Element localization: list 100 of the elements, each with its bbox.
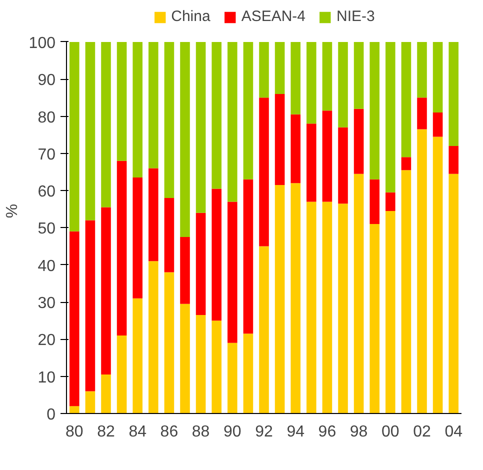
y-tick-label: 100 [28, 34, 56, 52]
x-tick-label: 92 [255, 424, 273, 440]
bar [322, 110, 332, 202]
x-tick-label: 80 [66, 424, 84, 440]
bar [432, 112, 443, 137]
legend-label: ASEAN-4 [241, 8, 306, 25]
x-tick-label: 96 [318, 424, 336, 440]
bar [243, 179, 254, 334]
bar [164, 42, 174, 198]
bar [417, 98, 427, 130]
bar [322, 202, 332, 414]
bar [354, 42, 364, 109]
bar [70, 406, 80, 414]
x-tick-label: 94 [286, 424, 305, 440]
bar [386, 42, 396, 192]
bar [243, 334, 254, 414]
x-tick-label: 02 [413, 424, 431, 440]
bar [338, 42, 348, 128]
bar [85, 220, 96, 392]
bar [448, 174, 458, 414]
bar [432, 136, 443, 414]
bar [196, 212, 206, 316]
bar [274, 184, 285, 414]
bar [401, 170, 412, 414]
bar [322, 42, 332, 111]
bar [116, 335, 127, 414]
y-tick-label: 40 [38, 258, 56, 275]
bar [338, 204, 348, 414]
bar [259, 246, 269, 414]
bar [196, 315, 206, 414]
y-tick-label: 20 [38, 332, 56, 350]
bar [228, 342, 238, 414]
bar [306, 202, 316, 414]
y-tick-label: 30 [38, 295, 56, 312]
y-tick-label: 70 [38, 146, 56, 164]
bar [164, 272, 174, 414]
bar [116, 42, 127, 161]
bar [259, 98, 269, 246]
bar [116, 160, 127, 336]
bar [354, 108, 364, 174]
bar [132, 42, 142, 178]
y-tick-label: 90 [38, 72, 56, 90]
bar [148, 168, 158, 262]
bar [274, 42, 285, 94]
y-tick-label: 0 [46, 406, 56, 424]
bar [274, 94, 285, 185]
bar [432, 42, 443, 113]
bar [370, 42, 380, 180]
bar [180, 42, 190, 238]
bar [164, 198, 174, 272]
bar [370, 224, 380, 414]
bar [212, 188, 222, 321]
y-tick-label: 80 [38, 109, 56, 126]
bar [448, 42, 458, 146]
bar [448, 146, 458, 174]
x-tick-label: 82 [97, 424, 115, 440]
bar [101, 42, 111, 208]
bar [132, 178, 142, 298]
bar [180, 304, 190, 414]
x-tick-label: 98 [350, 424, 368, 440]
x-tick-label: 90 [224, 424, 242, 440]
bar [417, 129, 427, 414]
bar [212, 42, 222, 189]
bar [228, 202, 238, 343]
bar [290, 114, 300, 184]
bar [243, 42, 254, 180]
bar [306, 42, 316, 124]
bar [401, 42, 412, 158]
bar [290, 42, 300, 114]
legend-label: NIE-3 [336, 8, 375, 25]
y-tick-label: 60 [38, 184, 56, 201]
bar [401, 157, 412, 170]
x-tick-label: 86 [160, 424, 178, 440]
bar [386, 211, 396, 414]
bar [70, 42, 80, 232]
x-tick-label: 88 [192, 424, 210, 440]
bar [85, 42, 96, 220]
bar [70, 231, 80, 406]
bar [148, 261, 158, 414]
bar [338, 127, 348, 204]
bar [306, 124, 316, 202]
bar [196, 42, 206, 213]
x-tick-label: 84 [128, 424, 147, 440]
y-tick-label: 10 [38, 369, 56, 386]
bar [148, 42, 158, 168]
y-axis-title: % [4, 204, 21, 218]
bar [132, 298, 142, 414]
bar [386, 192, 396, 211]
bar [101, 207, 111, 374]
bar [370, 179, 380, 224]
bar [228, 42, 238, 202]
bar [101, 374, 111, 414]
x-tick-label: 00 [382, 424, 400, 440]
bar [417, 42, 427, 98]
x-tick-label: 04 [444, 424, 463, 440]
bar [354, 174, 364, 414]
bar [290, 183, 300, 414]
bar [180, 237, 190, 304]
bar [85, 391, 96, 414]
y-tick-label: 50 [38, 220, 56, 238]
